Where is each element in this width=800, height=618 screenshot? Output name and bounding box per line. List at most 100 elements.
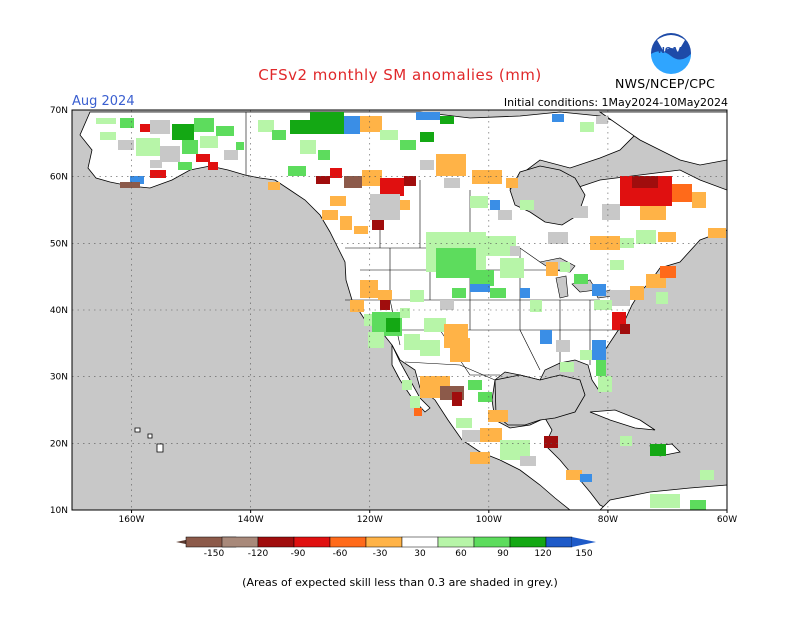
anomaly-cell <box>150 160 162 168</box>
anomaly-cell <box>672 184 692 202</box>
anomaly-cell <box>520 200 534 210</box>
anomaly-cell <box>708 228 726 238</box>
anomaly-cells <box>96 112 726 510</box>
anomaly-cell <box>288 166 306 176</box>
anomaly-cell <box>360 280 378 298</box>
anomaly-cell <box>386 318 400 332</box>
anomaly-cell <box>692 192 706 208</box>
colorbar-segment <box>509 536 547 548</box>
anomaly-cell <box>290 120 310 134</box>
anomaly-cell <box>100 132 116 140</box>
map-frame <box>71 109 728 511</box>
anomaly-cell <box>500 440 530 460</box>
colorbar-segment <box>221 536 259 548</box>
anomaly-cell <box>120 182 140 188</box>
colorbar-label: -120 <box>248 549 269 559</box>
anomaly-cell <box>598 376 612 392</box>
anomaly-cell <box>380 130 398 140</box>
anomaly-cell <box>344 116 360 134</box>
anomaly-cell <box>140 124 150 132</box>
anomaly-cell <box>594 300 612 310</box>
anomaly-cell <box>160 146 180 162</box>
colorbar-right-arrow <box>572 537 596 547</box>
latitude-tick-label: 50N <box>50 239 68 249</box>
anomaly-cell <box>380 300 390 310</box>
anomaly-cell <box>488 410 508 422</box>
anomaly-cell <box>118 140 134 150</box>
anomaly-cell <box>620 436 632 446</box>
anomaly-cell <box>182 140 198 154</box>
lat-lon-grid <box>72 110 727 510</box>
anomaly-cell <box>136 138 160 156</box>
anomaly-cell <box>216 126 234 136</box>
hawaii <box>134 427 164 453</box>
initial-conditions: Initial conditions: 1May2024-10May2024 <box>503 96 728 109</box>
anomaly-cell <box>560 362 574 372</box>
anomaly-cell <box>468 380 482 390</box>
anomaly-cell <box>400 140 416 150</box>
colorbar-label: 30 <box>414 549 426 559</box>
anomaly-cell <box>602 204 620 220</box>
anomaly-cell <box>440 300 454 310</box>
anomaly-cell <box>316 176 330 184</box>
gulf-of-mexico <box>494 374 586 426</box>
anomaly-cell <box>620 238 634 248</box>
anomaly-cell <box>362 170 382 186</box>
longitude-tick-label: 100W <box>476 515 502 525</box>
latitude-tick-label: 40N <box>50 306 68 316</box>
anomaly-cell <box>650 444 666 456</box>
colorbar-segment <box>293 536 331 548</box>
anomaly-cell <box>272 130 286 140</box>
anomaly-cell <box>96 118 116 124</box>
colorbar-segment <box>257 536 295 548</box>
anomaly-cell <box>470 196 488 208</box>
colorbar-legend: -150 -120 -90 -60 -30 30 60 90 120 150 <box>176 536 596 559</box>
anomaly-cell <box>172 124 194 140</box>
anomaly-cell <box>480 428 502 442</box>
latitude-tick-label: 60N <box>50 173 68 183</box>
anomaly-cell <box>530 300 542 312</box>
anomaly-cell <box>330 196 346 206</box>
anomaly-cell <box>258 120 274 132</box>
anomaly-cell <box>472 170 502 184</box>
anomaly-cell <box>470 452 490 464</box>
anomaly-cell <box>360 116 382 132</box>
anomaly-cell <box>556 340 570 352</box>
anomaly-cell <box>444 178 460 188</box>
svg-text:NOAA: NOAA <box>658 46 684 55</box>
anomaly-cell <box>322 210 338 220</box>
anomaly-cell <box>570 206 588 218</box>
anomaly-cell <box>462 430 480 442</box>
anomaly-cell <box>546 262 558 276</box>
anomaly-cell <box>610 290 630 306</box>
anomaly-cell <box>344 176 362 188</box>
anomaly-cell <box>150 170 166 178</box>
anomaly-cell <box>300 140 316 154</box>
anomaly-cell <box>574 274 588 284</box>
anomaly-cell <box>658 232 676 242</box>
colorbar-segment <box>329 536 367 548</box>
forecast-month: Aug 2024 <box>72 94 135 109</box>
anomaly-cell <box>544 436 558 448</box>
anomaly-cell <box>632 176 658 188</box>
colorbar-label: -150 <box>204 549 225 559</box>
skill-footnote: (Areas of expected skill less than 0.3 a… <box>242 576 558 589</box>
anomaly-cell <box>452 288 466 298</box>
anomaly-cell <box>506 178 518 188</box>
anomaly-cell <box>580 350 592 360</box>
colorbar-label: 90 <box>497 549 509 559</box>
anomaly-cell <box>580 122 594 132</box>
anomaly-cell <box>592 284 606 296</box>
latitude-ticks: 70N 60N 50N 40N 30N 20N 10N <box>50 106 68 516</box>
anomaly-cell <box>402 380 412 390</box>
anomaly-cell <box>310 112 344 134</box>
agency-label: NWS/NCEP/CPC <box>615 76 716 91</box>
anomaly-cell <box>424 318 446 332</box>
longitude-tick-label: 140W <box>238 515 264 525</box>
colorbar-label: -60 <box>333 549 348 559</box>
anomaly-cell <box>196 154 210 162</box>
anomaly-cell <box>120 118 134 128</box>
hudson-bay <box>509 165 586 226</box>
anomaly-cell <box>520 288 530 298</box>
latitude-tick-label: 30N <box>50 373 68 383</box>
